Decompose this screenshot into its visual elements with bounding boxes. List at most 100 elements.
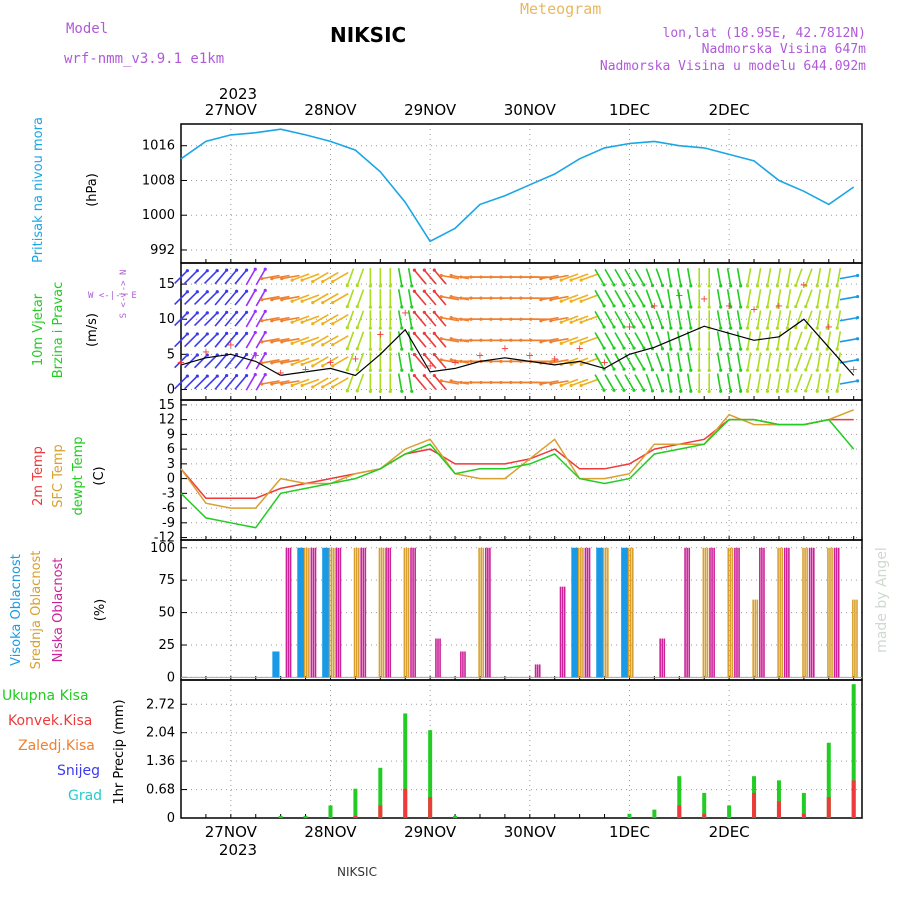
- pressure-ylabel: Pritisak na nivou mora: [31, 117, 46, 263]
- precip-legend-item: Grad: [68, 788, 102, 804]
- low-cloud-bar: [688, 547, 691, 678]
- wind-vector: [356, 352, 365, 371]
- wind-vector-head: [300, 362, 304, 367]
- low-cloud-bar: [412, 547, 414, 678]
- wind-vector: [570, 294, 589, 302]
- wind-vector-head: [719, 326, 723, 330]
- wind-gust-mark: +: [600, 357, 608, 368]
- wind-vector-head: [422, 268, 426, 272]
- mid-cloud-bar: [382, 547, 385, 678]
- wind-vector-head: [804, 347, 808, 351]
- total-precip-bar: [378, 767, 383, 818]
- wind-vector-head: [815, 389, 819, 393]
- ytick-label: 2.72: [146, 697, 175, 712]
- wind-vector-head: [439, 273, 443, 278]
- wind-vector-head: [765, 326, 770, 330]
- ytick-label: 15: [158, 277, 175, 292]
- mid-cloud-bar: [854, 599, 856, 678]
- wind-vector: [816, 268, 822, 287]
- wind-vector-head: [270, 277, 274, 281]
- wind-vector-head: [235, 373, 239, 378]
- wind-vector-head: [300, 383, 304, 388]
- wind-vector-head: [499, 380, 503, 385]
- wind-vector-head: [388, 305, 392, 309]
- wind-vector-head: [755, 305, 760, 309]
- wind-vector: [676, 310, 682, 329]
- conv-precip-bar: [801, 813, 806, 818]
- wind-vector: [776, 310, 782, 329]
- wind-vector-head: [622, 346, 626, 350]
- wind-vector-head: [321, 301, 325, 305]
- wind-vector-head: [412, 331, 416, 335]
- wind-vector: [346, 310, 355, 328]
- wind-vector-head: [235, 268, 239, 272]
- wind-vector: [540, 316, 559, 322]
- mid-cloud-bar: [752, 599, 754, 678]
- mid-cloud-bar: [305, 547, 308, 678]
- wind-vector: [346, 268, 355, 286]
- wind-vector: [716, 289, 722, 308]
- wind-vector-head: [835, 389, 839, 393]
- wind-vector-head: [459, 359, 463, 363]
- wind-vector-head: [489, 317, 493, 321]
- panel-frame: [180, 679, 863, 819]
- wind-vector-head: [331, 343, 335, 347]
- wind-vector: [255, 353, 266, 370]
- wind-vector-head: [642, 304, 646, 308]
- ytick-label: -6: [162, 501, 175, 516]
- wind-vector: [786, 289, 792, 308]
- low-cloud-bar: [663, 638, 666, 678]
- wind-vector: [594, 268, 605, 286]
- high-cloud-bar: [272, 651, 276, 678]
- precip-legend-item: Ukupna Kisa: [2, 688, 89, 704]
- wind-vector: [736, 331, 742, 350]
- wind-vector-head: [794, 347, 798, 351]
- wind-vector-head: [519, 296, 523, 300]
- wind-vector: [407, 373, 413, 392]
- wind-vector-head: [855, 294, 860, 299]
- wind-vector-head: [815, 326, 819, 330]
- wind-vector-head: [439, 358, 443, 362]
- wind-vector: [184, 291, 198, 306]
- wind-vector: [423, 332, 437, 348]
- wind-vector-head: [729, 347, 733, 351]
- wind-vector-head: [660, 283, 665, 288]
- wind-vector: [245, 289, 256, 307]
- wind-vector: [540, 380, 559, 385]
- wind-vector-head: [785, 284, 789, 288]
- wind-vector-head: [559, 383, 563, 388]
- wind-vector: [726, 268, 732, 287]
- wind-vector: [540, 337, 559, 343]
- low-cloud-bar: [339, 547, 342, 678]
- wind-vector-head: [669, 305, 673, 309]
- wind-vector: [224, 269, 238, 285]
- ytick-label: -12: [154, 531, 175, 546]
- mid-cloud-bar: [806, 547, 808, 678]
- wind-vector-head: [253, 330, 257, 335]
- wind-vector-head: [311, 364, 315, 368]
- wind-vector: [614, 289, 625, 307]
- wind-vector: [203, 312, 218, 327]
- wind-vector-head: [215, 374, 219, 378]
- wind-vector-head: [355, 326, 359, 330]
- low-cloud-bar: [337, 547, 340, 678]
- wind-vector-head: [215, 290, 219, 294]
- wind-vector-head: [689, 389, 693, 393]
- wind-gust-mark: +: [401, 308, 409, 319]
- high-cloud-bar: [575, 547, 579, 678]
- wind-vector: [312, 292, 329, 304]
- wind-vector: [174, 291, 188, 306]
- wind-vector: [433, 311, 447, 327]
- model-label: Model: [66, 21, 108, 37]
- wind-vector: [624, 289, 635, 307]
- ytick-label: 3: [167, 457, 175, 472]
- total-precip-bar: [851, 684, 856, 818]
- wind-vector-head: [321, 385, 325, 389]
- wind-vector: [281, 295, 300, 301]
- wind-vector: [805, 268, 813, 286]
- wind-vector: [666, 268, 672, 287]
- wind-vector: [655, 310, 664, 328]
- wind-vector-head: [410, 326, 414, 330]
- wind-vector-head: [660, 304, 665, 309]
- low-cloud-bar: [759, 547, 761, 678]
